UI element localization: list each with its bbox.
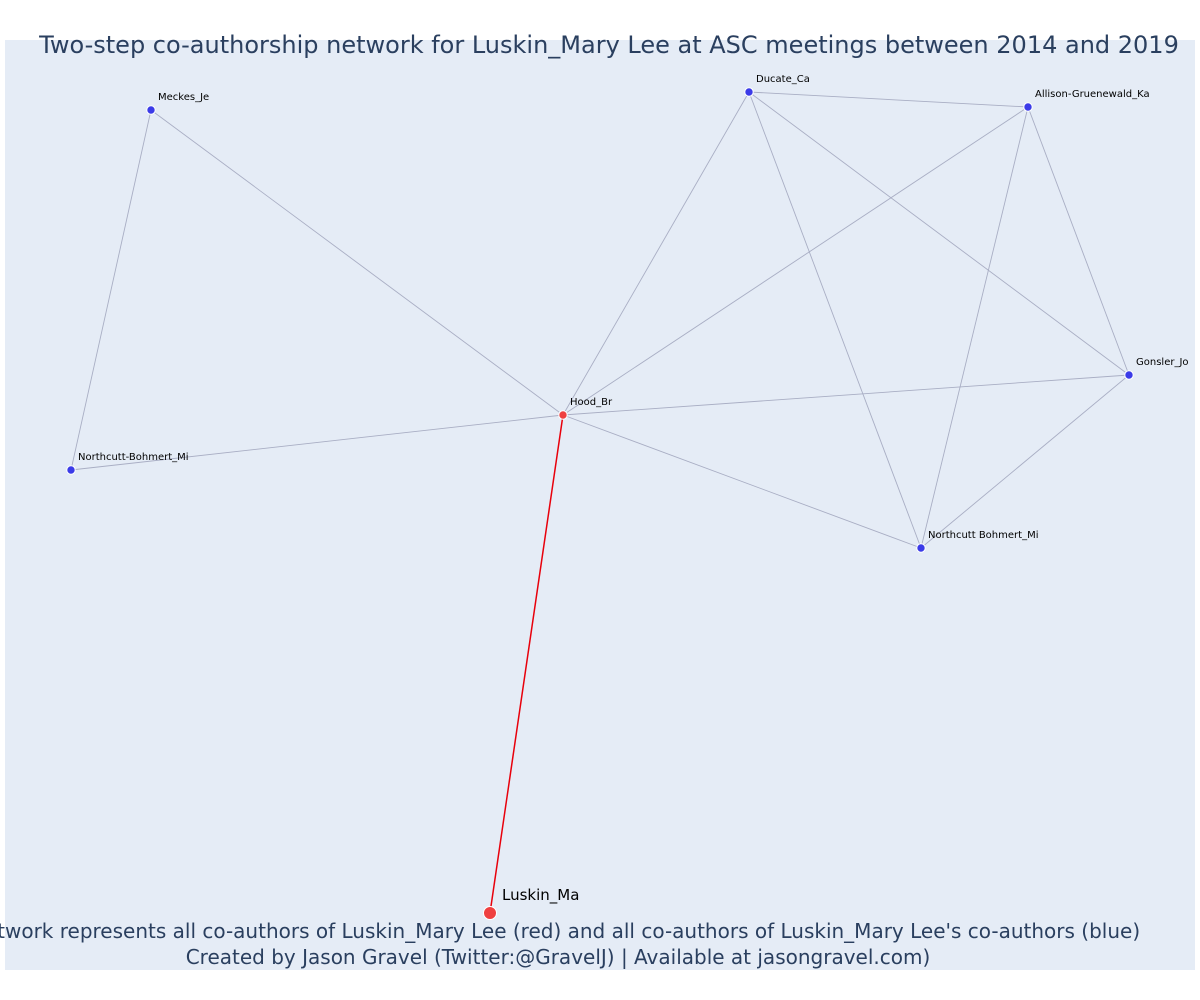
node-meckes[interactable] bbox=[146, 105, 156, 115]
node-hood[interactable] bbox=[558, 410, 568, 420]
node-label-ducate: Ducate_Ca bbox=[756, 74, 810, 85]
node-gonsler[interactable] bbox=[1124, 370, 1134, 380]
edge-allison-gonsler bbox=[1027, 106, 1130, 376]
node-label-allison: Allison-Gruenewald_Ka bbox=[1035, 89, 1150, 100]
node-label-hood: Hood_Br bbox=[570, 397, 613, 408]
edge-hood-ducate bbox=[562, 91, 750, 416]
plot-background bbox=[5, 40, 1195, 970]
edge-meckes-northcutt_hyphen bbox=[70, 109, 152, 471]
edge-hood-northcutt_hyphen bbox=[70, 414, 564, 471]
node-label-meckes: Meckes_Je bbox=[158, 92, 209, 103]
node-label-luskin: Luskin_Ma bbox=[502, 886, 579, 905]
edge-hood-meckes bbox=[150, 109, 564, 416]
edge-hood-allison bbox=[562, 106, 1029, 416]
caption-line-2: Created by Jason Gravel (Twitter:@Gravel… bbox=[186, 945, 931, 969]
edge-ducate-gonsler bbox=[748, 91, 1130, 376]
edge-allison-northcutt_space bbox=[920, 106, 1029, 549]
node-northcutt_space[interactable] bbox=[916, 543, 926, 553]
node-layer bbox=[66, 87, 1134, 920]
node-label-northcutt_space: Northcutt Bohmert_Mi bbox=[928, 530, 1038, 541]
edge-luskin-hood bbox=[489, 414, 564, 914]
label-layer: Luskin_Ma Hood_Br Meckes_Je Northcutt-Bohme… bbox=[78, 74, 1189, 905]
node-allison[interactable] bbox=[1023, 102, 1033, 112]
node-northcutt_hyphen[interactable] bbox=[66, 465, 76, 475]
edge-gonsler-northcutt_space bbox=[920, 374, 1130, 549]
node-luskin[interactable] bbox=[483, 906, 497, 920]
node-label-northcutt_hyphen: Northcutt-Bohmert_Mi bbox=[78, 452, 189, 463]
caption-line-1: Network represents all co-authors of Lus… bbox=[0, 919, 1140, 943]
edge-hood-northcutt_space bbox=[562, 414, 922, 549]
edge-layer bbox=[70, 91, 1130, 914]
edge-ducate-allison bbox=[748, 91, 1029, 108]
node-label-gonsler: Gonsler_Jo bbox=[1136, 357, 1189, 368]
edge-ducate-northcutt_space bbox=[748, 91, 922, 549]
edge-hood-gonsler bbox=[562, 374, 1130, 416]
node-ducate[interactable] bbox=[744, 87, 754, 97]
chart-title: Two-step co-authorship network for Luski… bbox=[38, 31, 1179, 59]
